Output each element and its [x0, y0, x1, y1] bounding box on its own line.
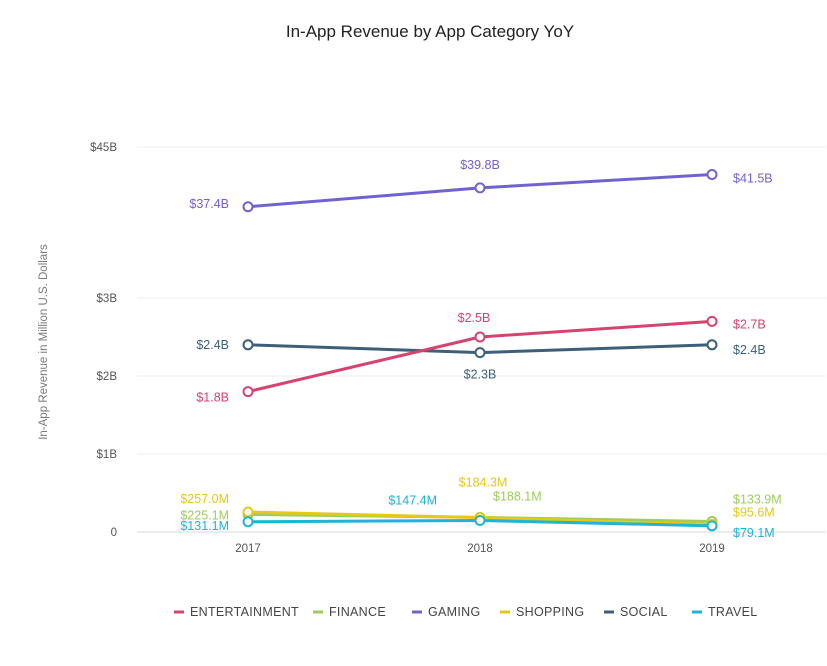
- legend-item-finance[interactable]: FINANCE: [313, 605, 386, 619]
- data-point[interactable]: [706, 339, 718, 351]
- x-tick-label: 2017: [235, 543, 261, 555]
- data-label: $188.1M: [493, 489, 542, 503]
- data-label: $2.5B: [458, 311, 491, 325]
- y-tick-label: $1B: [97, 449, 118, 461]
- data-label: $37.4B: [189, 197, 229, 211]
- y-axis-ticks: 0 $1B $2B $3B $45B: [90, 142, 117, 539]
- legend-label: ENTERTAINMENT: [190, 605, 299, 619]
- data-label: $131.1M: [180, 519, 229, 533]
- data-label: $2.4B: [196, 338, 229, 352]
- series-gaming: [242, 169, 718, 213]
- data-point[interactable]: [242, 201, 254, 213]
- gridlines: [137, 146, 826, 533]
- data-label: $225.1M: [180, 508, 229, 522]
- data-label: $133.9M: [733, 493, 782, 507]
- data-label: $2.3B: [464, 368, 497, 382]
- series-lines: [242, 169, 718, 532]
- legend-label: GAMING: [428, 605, 481, 619]
- data-point[interactable]: [242, 516, 254, 528]
- data-label: $41.5B: [733, 172, 773, 186]
- legend-label: SOCIAL: [620, 605, 668, 619]
- data-labels: $1.8B $2.5B $2.7B $225.1M $188.1M $133.9M $37.…: [180, 158, 781, 540]
- y-tick-label: $45B: [90, 142, 117, 154]
- legend-item-social[interactable]: SOCIAL: [604, 605, 668, 619]
- legend-label: FINANCE: [329, 605, 386, 619]
- data-point[interactable]: [242, 386, 254, 398]
- data-label: $39.8B: [460, 158, 500, 172]
- y-tick-label: 0: [111, 527, 117, 539]
- y-tick-label: $2B: [97, 371, 118, 383]
- data-label: $2.7B: [733, 317, 766, 331]
- y-axis-label: In-App Revenue in Million U.S. Dollars: [38, 244, 50, 440]
- chart-title: In-App Revenue by App Category YoY: [285, 22, 575, 41]
- legend-item-travel[interactable]: TRAVEL: [692, 605, 758, 619]
- data-label: $2.4B: [733, 343, 766, 357]
- x-tick-label: 2019: [699, 543, 725, 555]
- legend-label: SHOPPING: [516, 605, 584, 619]
- data-point[interactable]: [474, 347, 486, 359]
- data-point[interactable]: [474, 515, 486, 527]
- data-point[interactable]: [474, 182, 486, 194]
- data-point[interactable]: [474, 331, 486, 343]
- legend: ENTERTAINMENT FINANCE GAMING SHOPPING SOCIAL…: [174, 605, 758, 619]
- series-travel: [242, 515, 718, 532]
- series-entertainment: [242, 315, 718, 398]
- data-label: $1.8B: [196, 391, 229, 405]
- data-label: $95.6M: [733, 506, 775, 520]
- data-label: $184.3M: [459, 476, 508, 490]
- x-axis-ticks: 2017 2018 2019: [235, 543, 725, 555]
- data-point[interactable]: [706, 520, 718, 532]
- data-label: $257.0M: [180, 492, 229, 506]
- x-tick-label: 2018: [467, 543, 493, 555]
- series-social: [242, 339, 718, 359]
- data-label: $147.4M: [388, 494, 437, 508]
- data-label: $79.1M: [733, 526, 775, 540]
- y-tick-label: $3B: [97, 293, 118, 305]
- data-point[interactable]: [242, 506, 254, 518]
- legend-item-shopping[interactable]: SHOPPING: [500, 605, 584, 619]
- data-point[interactable]: [242, 339, 254, 351]
- legend-item-gaming[interactable]: GAMING: [412, 605, 481, 619]
- legend-label: TRAVEL: [708, 605, 758, 619]
- data-point[interactable]: [706, 169, 718, 181]
- legend-item-entertainment[interactable]: ENTERTAINMENT: [174, 605, 299, 619]
- data-point[interactable]: [706, 315, 718, 327]
